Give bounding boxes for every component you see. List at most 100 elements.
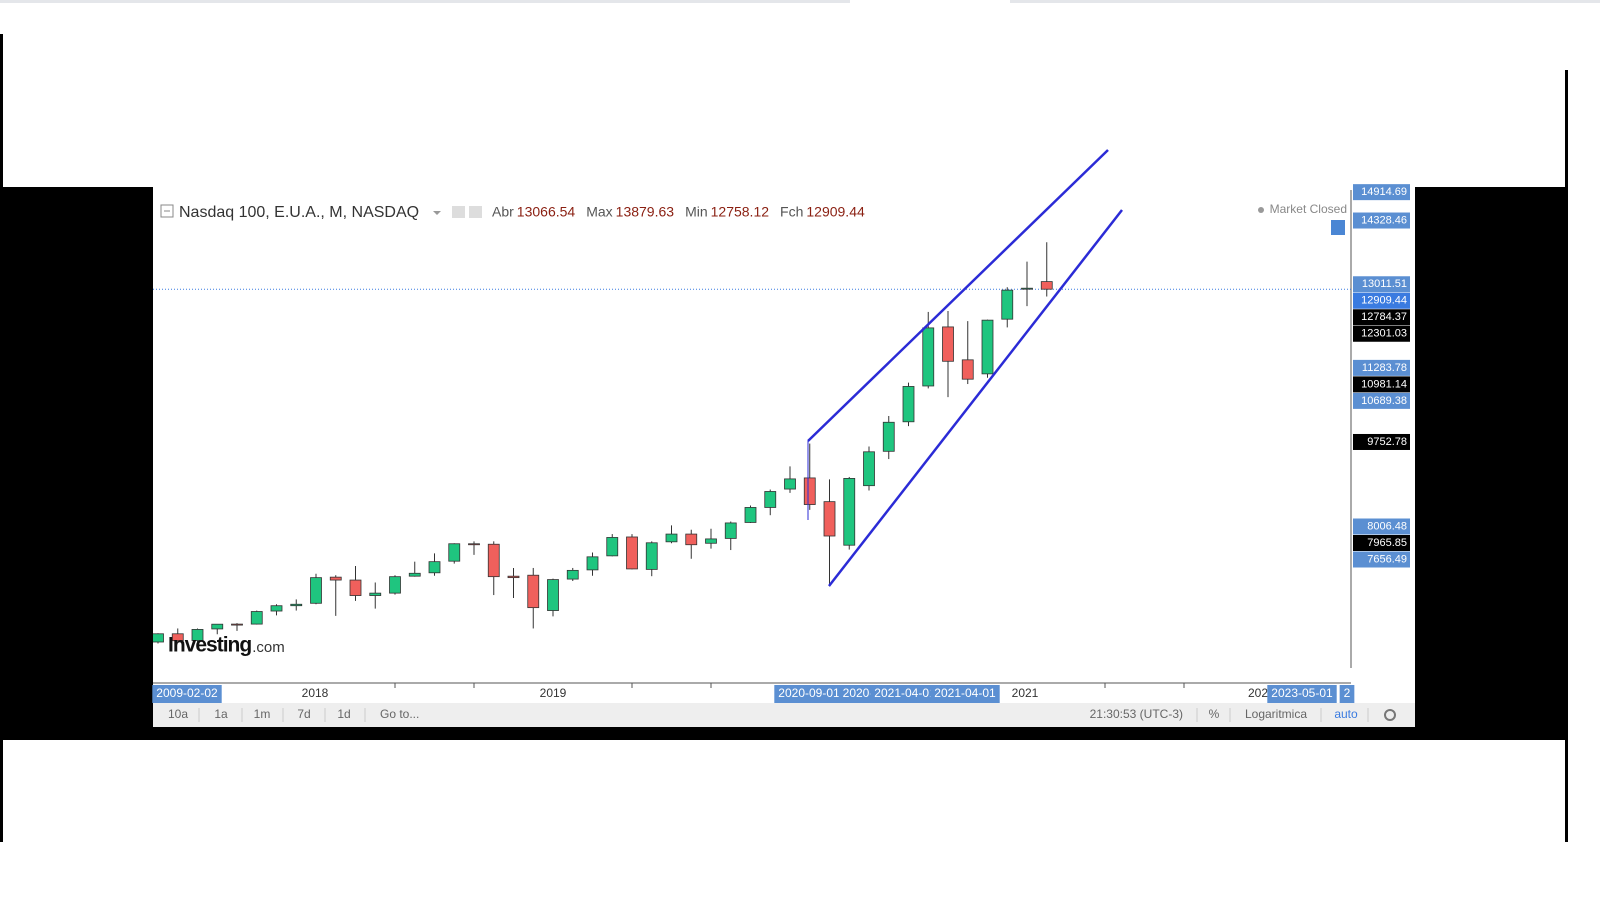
price-tag-label: 7965.85 xyxy=(1367,537,1407,549)
candle-body xyxy=(645,542,658,570)
price-tag-label: 13011.51 xyxy=(1362,278,1407,290)
legend-label: Max xyxy=(586,204,612,220)
trend-line xyxy=(828,209,1123,587)
x-axis-label: 2020-09-01 xyxy=(778,686,840,700)
candle-body xyxy=(369,592,382,596)
candle-body xyxy=(665,533,678,543)
x-axis-label: 2020- xyxy=(843,686,874,700)
legend-value: 13879.63 xyxy=(616,204,675,220)
settings-gear[interactable] xyxy=(1384,709,1396,721)
candle-body xyxy=(527,574,540,609)
collapse-icon[interactable] xyxy=(160,204,174,218)
candle-body xyxy=(448,543,461,562)
candle-body xyxy=(1040,281,1053,290)
candle-body xyxy=(724,522,737,539)
price-tag-box xyxy=(1353,518,1410,535)
candle-body xyxy=(270,605,283,612)
legend-label: Fch xyxy=(780,204,803,220)
price-tag-label: 9752.78 xyxy=(1367,436,1407,448)
legend-label: Abr xyxy=(492,204,514,220)
trend-line xyxy=(807,149,1109,442)
price-tag-label: 12784.37 xyxy=(1361,311,1407,323)
x-axis-label: 2019 xyxy=(540,686,567,700)
price-tag-box xyxy=(1353,359,1410,376)
goto-button[interactable]: Go to... xyxy=(380,707,419,721)
x-axis-highlight xyxy=(930,685,1000,703)
x-axis-highlight xyxy=(1339,685,1355,703)
range-button[interactable]: 10a xyxy=(168,707,188,721)
candle-body xyxy=(744,507,757,523)
range-button[interactable]: 1d xyxy=(337,707,350,721)
x-axis-label: 202 xyxy=(1248,686,1268,700)
range-button[interactable]: 1a xyxy=(214,707,228,721)
candle-body xyxy=(153,633,164,643)
brand-suffix: .com xyxy=(252,639,285,656)
candle-body xyxy=(389,576,401,594)
legend-value: 12758.12 xyxy=(711,204,770,220)
price-tag-label: 14328.46 xyxy=(1361,214,1407,226)
candle-body xyxy=(961,359,974,380)
brand-name: Investing xyxy=(168,634,251,657)
candle-body xyxy=(1021,287,1033,290)
price-tag-label: 11283.78 xyxy=(1362,362,1407,374)
candle-body xyxy=(547,579,559,611)
price-tag-box xyxy=(1353,551,1410,568)
right-edge xyxy=(1565,70,1568,842)
price-tag-label: 12909.44 xyxy=(1361,295,1407,307)
candle-body xyxy=(408,572,421,577)
candle-body xyxy=(566,569,579,580)
candle-body xyxy=(1001,289,1014,320)
toolbar: Go to... 21:30:53 (UTC-3) % Logaritmica … xyxy=(168,707,1396,722)
price-tag-box xyxy=(1353,392,1410,409)
price-tag-label: 12301.03 xyxy=(1361,328,1407,340)
x-axis-label: 2023-05-01 xyxy=(1271,686,1333,700)
candle-body xyxy=(823,501,836,537)
status-dot xyxy=(1258,207,1264,213)
candle-body xyxy=(981,319,994,375)
x-axis-label: 2021 xyxy=(1012,686,1039,700)
candle-body xyxy=(764,491,777,508)
range-button[interactable]: 1m xyxy=(254,707,271,721)
x-axis-label: 2018 xyxy=(302,686,329,700)
auto-button[interactable]: auto xyxy=(1334,707,1358,721)
candle-body xyxy=(290,603,303,607)
top-strip xyxy=(1010,0,1600,3)
x-axis-highlight xyxy=(152,685,222,703)
settings-icon[interactable] xyxy=(452,206,465,218)
x-axis-label: 2021-04-01 xyxy=(934,686,996,700)
price-tag-box xyxy=(1353,535,1410,552)
price-tag-box xyxy=(1353,325,1410,342)
candle-body xyxy=(784,478,796,490)
candle-body xyxy=(250,611,263,625)
percent-button[interactable]: % xyxy=(1209,707,1220,721)
price-tag-box xyxy=(1353,184,1410,201)
legend-value: 13066.54 xyxy=(517,204,576,220)
chart-frame xyxy=(153,187,1415,727)
price-tag-box xyxy=(1353,292,1410,309)
candle-body xyxy=(586,556,599,571)
candle-body xyxy=(507,575,520,579)
candle-body xyxy=(349,579,362,596)
candle-body xyxy=(487,543,500,578)
x-axis-highlight xyxy=(774,685,844,703)
candle-body xyxy=(922,327,935,387)
candle-body xyxy=(428,561,441,574)
x-axis-label: 2009-02-02 xyxy=(156,686,218,700)
log-button[interactable]: Logaritmica xyxy=(1245,707,1307,721)
price-tags: 14914.69 14328.46 13011.51 12909.44 12784.37… xyxy=(1353,184,1410,568)
toolbar-bar xyxy=(153,703,1415,727)
scroll-icon[interactable] xyxy=(1331,220,1345,235)
price-tag-box xyxy=(1353,433,1410,450)
x-axis-highlight xyxy=(838,685,878,703)
left-edge xyxy=(0,34,3,842)
candle-body xyxy=(231,623,243,626)
x-axis-highlight xyxy=(1267,685,1337,703)
settings-icon[interactable] xyxy=(469,206,482,218)
candle-body xyxy=(211,623,224,630)
dropdown-arrow[interactable] xyxy=(433,211,441,215)
range-button[interactable]: 7d xyxy=(297,707,310,721)
candle-body xyxy=(310,577,322,604)
x-axis-label: 2021-04-01 xyxy=(874,686,936,700)
candle-body xyxy=(863,451,875,487)
price-tag-box xyxy=(1353,376,1410,393)
